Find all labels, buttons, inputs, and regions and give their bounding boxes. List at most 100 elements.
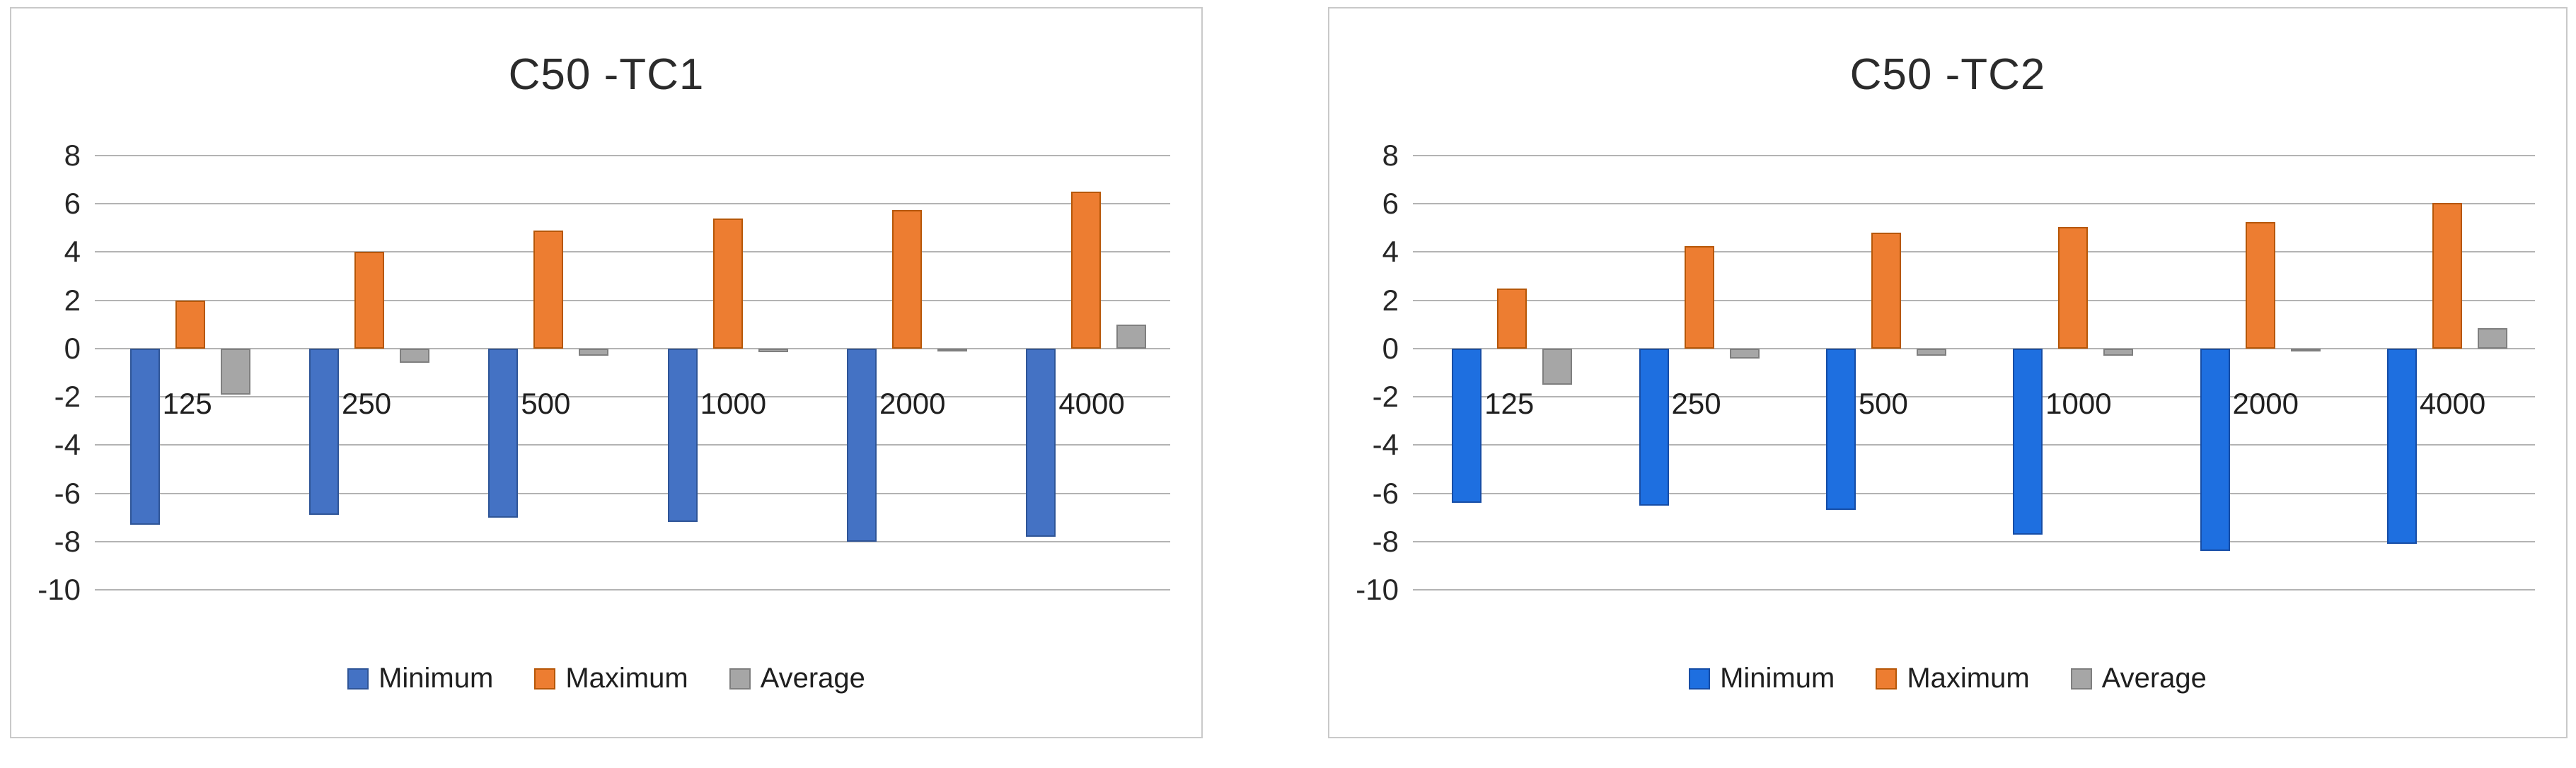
- bar-average-1000: [2103, 348, 2134, 356]
- chart-title-tc2: C50 -TC2: [1849, 50, 2046, 99]
- x-axis-category-label-500: 500: [1858, 386, 1908, 420]
- legend-label-minimum: Minimum: [379, 663, 494, 694]
- y-axis-tick-label: -8: [54, 524, 81, 558]
- legend-item-minimum: Minimum: [1689, 663, 1835, 694]
- bar-average-4000: [2477, 327, 2507, 349]
- y-axis-tick-label: 2: [1382, 283, 1399, 317]
- legend-label-average: Average: [760, 663, 865, 694]
- gridline-y-2: [95, 299, 1170, 301]
- y-axis-tick-label: 2: [64, 283, 81, 317]
- x-axis-category-label-125: 125: [162, 386, 212, 420]
- bar-minimum-250: [309, 348, 339, 516]
- bar-average-2000: [937, 348, 967, 351]
- gridline-y-6: [1413, 203, 2535, 205]
- bar-maximum-2000: [2245, 221, 2275, 349]
- y-axis-tick-label: 4: [64, 235, 81, 269]
- bar-minimum-2000: [847, 348, 877, 542]
- bar-average-4000: [1116, 324, 1147, 349]
- bar-maximum-250: [1684, 245, 1714, 349]
- bar-maximum-250: [354, 252, 384, 349]
- legend-swatch-icon-minimum: [1689, 668, 1711, 690]
- y-axis-tick-label: -2: [54, 380, 81, 414]
- chart-panel-tc2: C50 -TC2 8 6 4 2 0 -2 -4 -6 -8 -10 125 250 500 1000 20…: [1328, 7, 2568, 738]
- bar-maximum-500: [533, 230, 564, 349]
- x-axis-category-label-250: 250: [1671, 386, 1721, 420]
- y-axis-tick-label: -8: [1372, 524, 1399, 558]
- y-axis-tick-label: 6: [64, 187, 81, 221]
- y-axis-tick-label: -6: [54, 476, 81, 510]
- gridline-y-0: [1413, 347, 2535, 349]
- x-axis-category-label-250: 250: [342, 386, 392, 420]
- legend-swatch-icon-maximum: [1876, 668, 1898, 690]
- bar-maximum-500: [1871, 233, 1901, 349]
- legend-item-average: Average: [2070, 663, 2207, 694]
- gridline-y--4: [1413, 444, 2535, 446]
- legend-item-maximum: Maximum: [534, 663, 688, 694]
- bar-minimum-4000: [1026, 348, 1056, 537]
- gridline-y-4: [1413, 251, 2535, 253]
- y-axis-tick-label: 8: [1382, 139, 1399, 172]
- bar-average-125: [220, 348, 250, 395]
- bar-minimum-2000: [2200, 348, 2230, 552]
- chart-title-tc1: C50 -TC1: [508, 50, 705, 99]
- x-axis-category-label-1000: 1000: [700, 386, 767, 420]
- bar-maximum-1000: [712, 218, 743, 349]
- bar-maximum-2000: [892, 209, 922, 349]
- legend-tc1: Minimum Maximum Average: [11, 663, 1201, 694]
- y-axis-tick-label: 8: [64, 139, 81, 172]
- bar-minimum-1000: [2013, 348, 2043, 535]
- gridline-y-4: [95, 251, 1170, 253]
- bar-minimum-500: [1825, 348, 1856, 511]
- bar-average-250: [1729, 348, 1760, 359]
- gridline-y--10: [1413, 588, 2535, 590]
- legend-label-minimum: Minimum: [1720, 663, 1835, 694]
- bar-average-2000: [2290, 348, 2321, 351]
- y-axis-tick-label: -4: [54, 428, 81, 462]
- bar-average-500: [579, 348, 609, 356]
- chart-panel-tc1: C50 -TC1 8 6 4 2 0 -2 -4 -6 -8 -10 125 250 500 1000 20…: [10, 7, 1203, 738]
- x-axis-category-label-4000: 4000: [2419, 386, 2486, 420]
- gridline-y--4: [95, 444, 1170, 446]
- x-axis-category-label-2000: 2000: [879, 386, 946, 420]
- y-axis-tick-label: -2: [1372, 380, 1399, 414]
- gridline-y--10: [95, 588, 1170, 590]
- x-axis-category-label-125: 125: [1484, 386, 1535, 420]
- gridline-y-0: [95, 347, 1170, 349]
- legend-swatch-icon-maximum: [534, 668, 556, 690]
- gridline-y--2: [95, 396, 1170, 398]
- legend-label-maximum: Maximum: [1907, 663, 2030, 694]
- y-axis-tick-label: 0: [1382, 331, 1399, 365]
- gridline-y-8: [1413, 155, 2535, 156]
- legend-item-maximum: Maximum: [1876, 663, 2030, 694]
- legend-item-minimum: Minimum: [347, 663, 493, 694]
- y-axis-tick-label: 6: [1382, 187, 1399, 221]
- x-axis-category-label-4000: 4000: [1058, 386, 1125, 420]
- y-axis-tick-label: 4: [1382, 235, 1399, 269]
- bar-maximum-4000: [2432, 202, 2462, 349]
- bar-maximum-1000: [2058, 226, 2089, 349]
- x-axis-category-label-2000: 2000: [2232, 386, 2299, 420]
- y-axis-tick-label: -10: [1356, 572, 1399, 606]
- gridline-y--2: [1413, 396, 2535, 398]
- bar-maximum-125: [175, 300, 205, 349]
- bar-minimum-1000: [667, 348, 698, 523]
- legend-item-average: Average: [729, 663, 865, 694]
- gridline-y--8: [95, 540, 1170, 542]
- x-axis-category-label-500: 500: [521, 386, 571, 420]
- y-axis-tick-label: -6: [1372, 476, 1399, 510]
- legend-label-maximum: Maximum: [565, 663, 688, 694]
- legend-swatch-icon-average: [729, 668, 751, 690]
- bar-minimum-500: [488, 348, 519, 518]
- gridline-y-8: [95, 155, 1170, 156]
- y-axis-tick-label: -4: [1372, 428, 1399, 462]
- bar-average-250: [400, 348, 429, 363]
- bar-minimum-125: [129, 348, 160, 525]
- bar-maximum-125: [1497, 288, 1527, 349]
- legend-tc2: Minimum Maximum Average: [1329, 663, 2566, 694]
- gridline-y-6: [95, 203, 1170, 205]
- bar-minimum-250: [1639, 348, 1669, 506]
- legend-swatch-icon-minimum: [347, 668, 369, 690]
- bar-minimum-125: [1452, 348, 1482, 504]
- gridline-y--8: [1413, 540, 2535, 542]
- legend-swatch-icon-average: [2070, 668, 2092, 690]
